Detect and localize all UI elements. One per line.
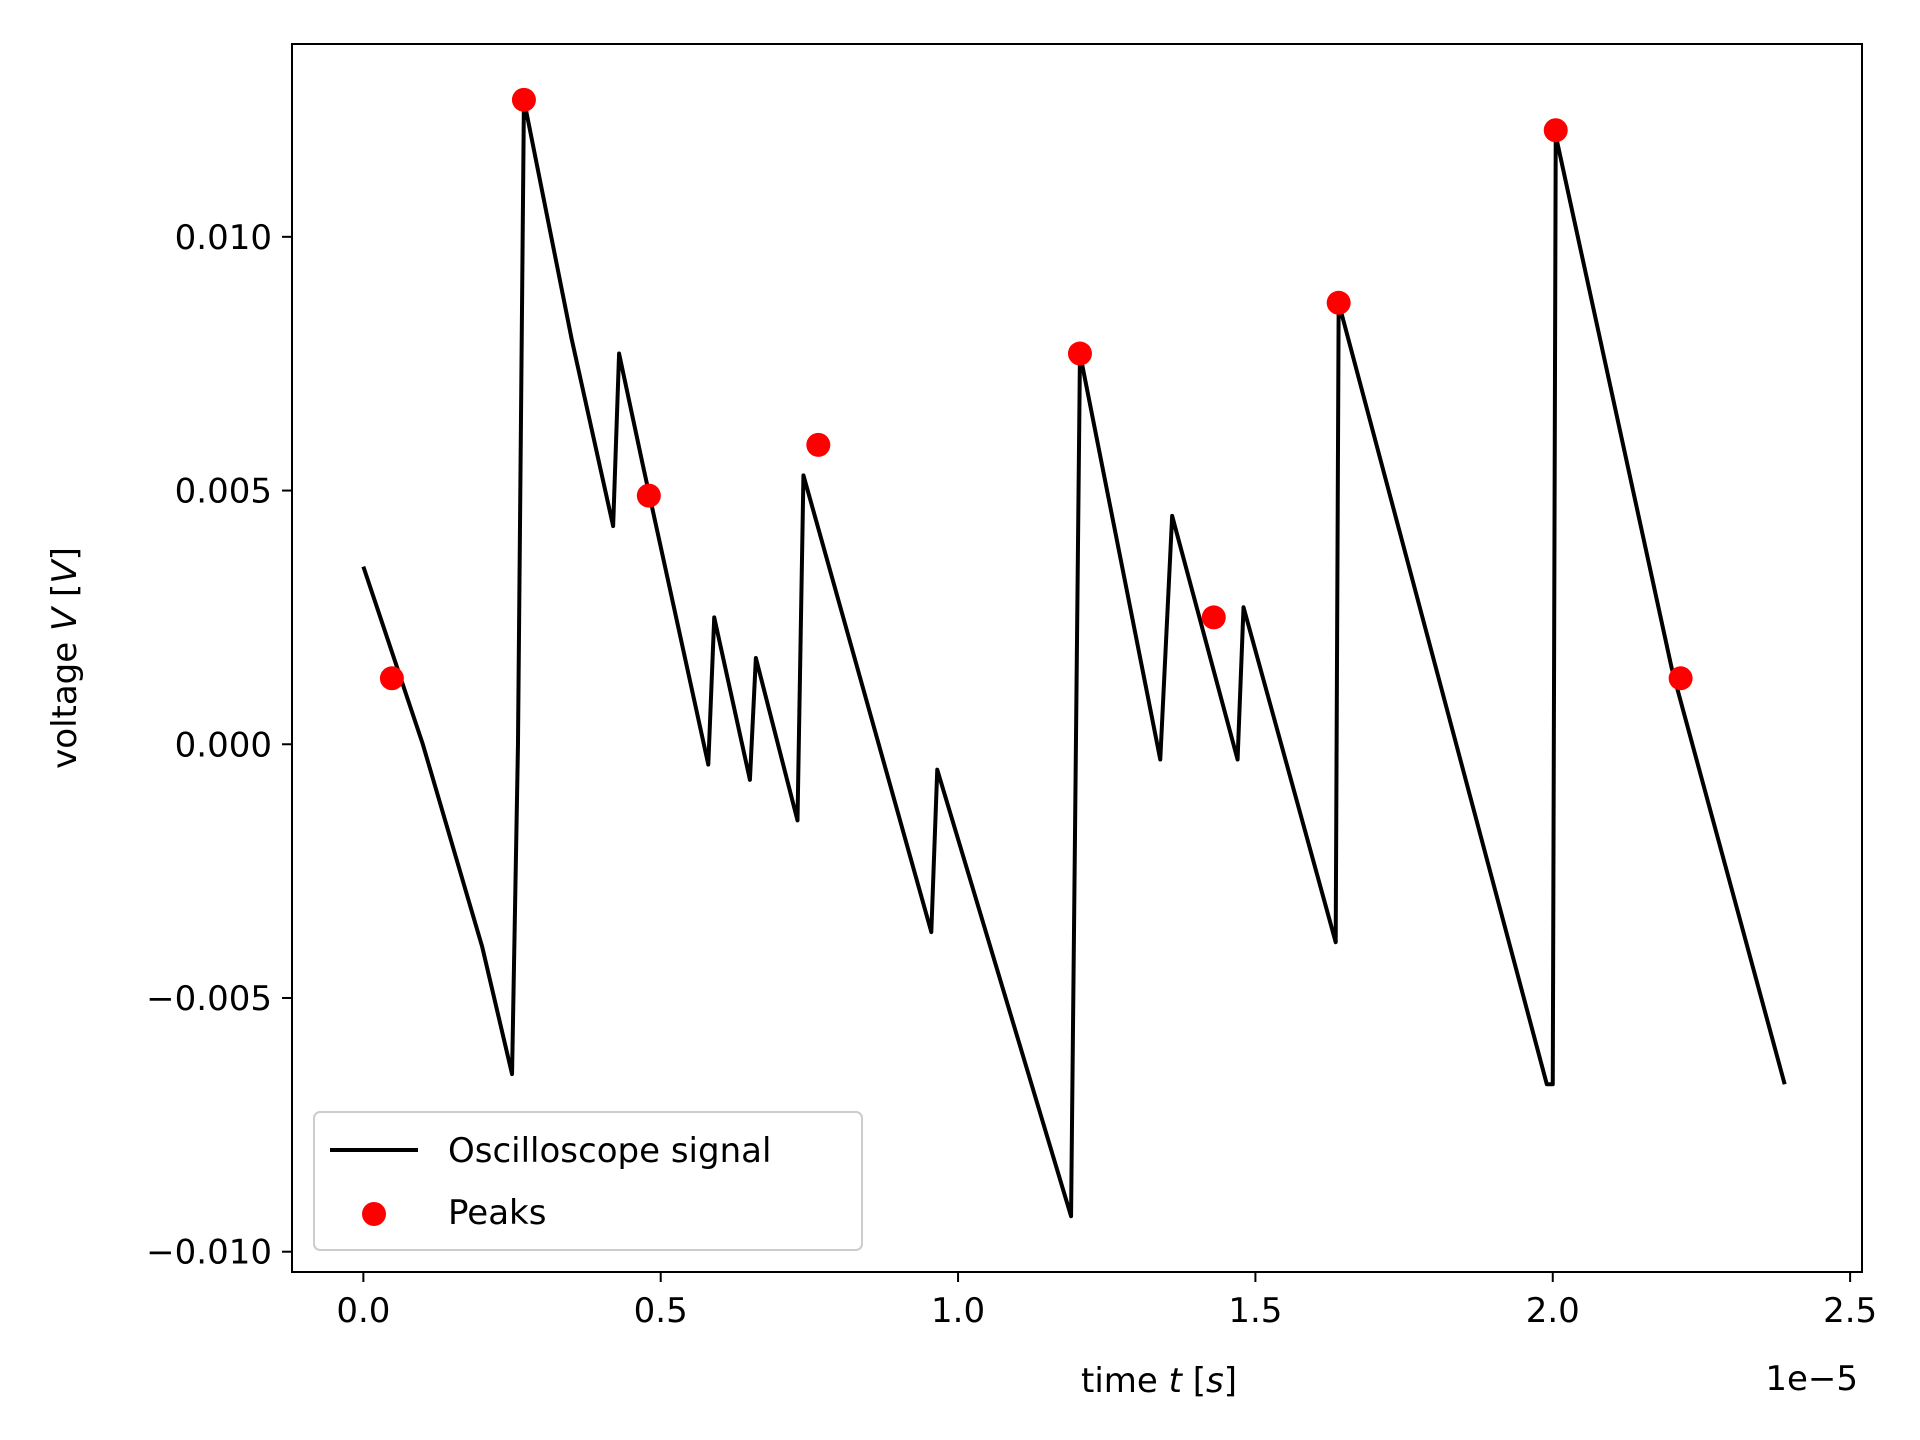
- y-tick-label: 0.005: [175, 472, 272, 512]
- x-axis-label: time t [s]: [1081, 1361, 1237, 1401]
- y-axis-label-variable: V: [45, 605, 85, 631]
- legend-label-signal: Oscilloscope signal: [448, 1131, 771, 1171]
- x-tick-label: 1.5: [1228, 1291, 1282, 1331]
- peak-point: [379, 666, 404, 691]
- peak-point: [1067, 341, 1092, 366]
- x-axis-label-bracket-open: [: [1182, 1361, 1206, 1401]
- peak-point: [806, 432, 831, 457]
- x-tick-label: 0.0: [336, 1291, 390, 1331]
- peak-point: [1543, 118, 1568, 143]
- y-axis-label-bracket-close: ]: [45, 547, 85, 560]
- peak-point: [1326, 290, 1351, 315]
- y-tick-label: −0.010: [146, 1233, 272, 1273]
- x-axis-label-unit: s: [1206, 1361, 1224, 1401]
- y-tick-label: −0.005: [146, 979, 272, 1019]
- plot-area: [361, 87, 1787, 1219]
- legend-label-peaks: Peaks: [448, 1193, 546, 1233]
- x-axis-label-variable: t: [1169, 1361, 1184, 1401]
- x-axis-ticks: 0.0 0.5 1.0 1.5 2.0 2.5: [336, 1272, 1877, 1331]
- y-tick-label: 0.010: [175, 218, 272, 258]
- x-axis-label-prefix: time: [1081, 1361, 1169, 1401]
- x-axis-label-bracket-close: ]: [1224, 1361, 1237, 1401]
- y-axis-label: voltage V [V]: [45, 547, 85, 769]
- x-tick-label: 2.0: [1526, 1291, 1580, 1331]
- x-tick-label: 0.5: [634, 1291, 688, 1331]
- y-axis-label-unit: V: [45, 558, 85, 584]
- y-axis-label-prefix: voltage: [45, 631, 85, 769]
- y-axis-ticks: −0.010 −0.005 0.000 0.005 0.010: [146, 218, 292, 1273]
- x-tick-label: 1.0: [931, 1291, 985, 1331]
- legend-peak-marker: [362, 1202, 386, 1226]
- peak-point: [1668, 666, 1693, 691]
- peak-point: [1201, 605, 1226, 630]
- peak-point: [511, 87, 536, 112]
- legend: Oscilloscope signal Peaks: [313, 1111, 863, 1251]
- peak-point: [636, 483, 661, 508]
- x-offset-text: 1e−5: [1765, 1359, 1858, 1399]
- y-tick-label: 0.000: [175, 725, 272, 765]
- axes-frame: [291, 43, 1863, 1273]
- legend-box: [313, 1111, 863, 1251]
- y-axis-label-bracket-open: [: [45, 584, 85, 608]
- x-tick-label: 2.5: [1823, 1291, 1877, 1331]
